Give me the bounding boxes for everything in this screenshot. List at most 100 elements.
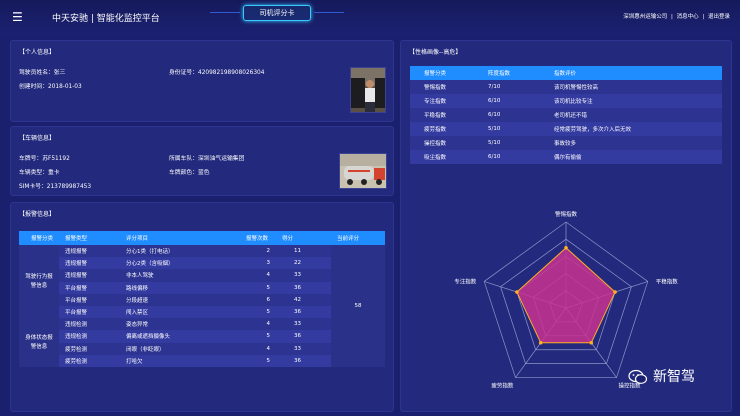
header-category: 报警分类 <box>19 231 59 245</box>
table-row: 疲劳检测 打哈欠 5 36 <box>19 354 385 367</box>
cell-item: 分心2类（含吸烟） <box>120 257 240 270</box>
cell-item: 打哈欠 <box>120 354 240 367</box>
cell-score: 33 <box>276 342 331 355</box>
table-row: 警惕指数 7/10 该司机警惕性较高 <box>410 80 722 94</box>
cell-count: 5 <box>240 330 276 343</box>
alarm-table: 报警分类 报警类型 评分项目 报警次数 得分 当前评分 驾驶行为报警信息 违规报… <box>19 231 385 367</box>
radar-axis-label: 专注指数 <box>454 277 477 285</box>
sim-number: SIM卡号：213789987453 <box>19 184 92 190</box>
table-row: 疲劳指数 5/10 经常疲劳驾驶，多次介入后无效 <box>410 122 722 136</box>
cell-score: 33 <box>276 269 331 282</box>
cell-item: 偏离或遮挡摄像头 <box>120 330 240 343</box>
cell-item: 姿态异常 <box>120 318 240 331</box>
vehicle-info-title: 【车辆信息】 <box>19 135 56 142</box>
group-driving-behavior: 驾驶行为报警信息 <box>19 245 59 319</box>
logout-link[interactable]: 退出登录 <box>707 14 730 20</box>
header-type: 报警类型 <box>59 231 120 245</box>
cell-value: 7/10 <box>474 80 540 94</box>
top-links: 深圳惠州运输公司 | 消息中心 | 退出登录 <box>621 12 730 20</box>
cell-category: 吸尘指数 <box>410 150 474 164</box>
vehicle-info-card: 【车辆信息】 车牌号：苏F51192 所属车队：深圳油气运输集团 车辆类型：重卡… <box>10 126 394 196</box>
cell-score: 42 <box>276 293 331 306</box>
cell-count: 4 <box>240 269 276 282</box>
table-row: 吸尘指数 6/10 偶尔有偷偷 <box>410 150 722 164</box>
radar-point <box>515 290 519 294</box>
cell-category: 警惕指数 <box>410 80 474 94</box>
cell-category: 平稳指数 <box>410 108 474 122</box>
radar-point <box>613 290 617 294</box>
table-row: 专注指数 6/10 该司机比较专注 <box>410 94 722 108</box>
cell-item: 分心1类（打电话） <box>120 245 240 258</box>
cell-count: 5 <box>240 281 276 294</box>
brand-title: 中天安驰 | 智能化监控平台 <box>52 14 160 24</box>
plate-number: 车牌号：苏F51192 <box>19 156 70 162</box>
radar-grid-ring <box>483 221 649 378</box>
separator: | <box>671 14 673 20</box>
wechat-icon <box>628 369 648 385</box>
driver-name: 驾驶员姓名：张三 <box>19 70 66 76</box>
personality-table: 报警分类 阵度指数 指数评价 警惕指数 7/10 该司机警惕性较高 专注指数 6… <box>410 66 722 164</box>
header-current-score: 当前评分 <box>331 231 385 245</box>
cell-item: 闭眼（非眨眼） <box>120 342 240 355</box>
cell-type: 违规报警 <box>59 257 120 270</box>
table-row: 违规报警 分心2类（含吸烟） 3 22 <box>19 257 385 270</box>
cell-count: 3 <box>240 257 276 270</box>
cell-item: 闯入禁区 <box>120 305 240 319</box>
alarm-info-title: 【报警信息】 <box>19 211 56 218</box>
header-decoration-left <box>210 12 240 13</box>
cell-count: 6 <box>240 293 276 306</box>
radar-point <box>538 340 543 345</box>
fleet: 所属车队：深圳油气运输集团 <box>169 156 245 162</box>
cell-type: 疲劳检测 <box>59 342 120 355</box>
table-row: 身体状态报警信息 违规检测 姿态异常 4 33 <box>19 318 385 367</box>
cell-score: 33 <box>276 318 331 331</box>
cell-category: 专注指数 <box>410 94 474 108</box>
cell-count: 5 <box>240 354 276 367</box>
header-evaluation: 指数评价 <box>540 66 722 80</box>
radar-grid-ring <box>500 238 632 365</box>
separator: | <box>702 14 705 20</box>
cell-value: 5/10 <box>474 122 540 136</box>
driver-photo <box>350 67 386 113</box>
plate-color: 车牌颜色：蓝色 <box>169 170 210 176</box>
radar-axis-label: 操控指数 <box>619 382 642 390</box>
table-row: 驾驶行为报警信息 违规报警 分心1类（打电话） 2 11 58 <box>19 245 385 367</box>
cell-type: 疲劳检测 <box>59 354 120 367</box>
cell-evaluation: 老司机还不错 <box>540 108 722 122</box>
cell-category: 疲劳指数 <box>410 122 474 136</box>
radar-point <box>564 246 568 250</box>
table-row: 平台报警 闯入禁区 5 36 <box>19 305 385 319</box>
message-center-link[interactable]: 消息中心 <box>676 14 699 20</box>
table-row: 违规检测 偏离或遮挡摄像头 5 36 <box>19 330 385 343</box>
alarm-table-header: 报警分类 报警类型 评分项目 报警次数 得分 当前评分 <box>19 231 385 245</box>
cell-item: 分段超速 <box>120 293 240 306</box>
cell-score: 36 <box>276 330 331 343</box>
cell-type: 平台报警 <box>59 293 120 306</box>
company-link[interactable]: 深圳惠州运输公司 <box>623 14 668 20</box>
table-row: 疲劳检测 闭眼（非眨眼） 4 33 <box>19 342 385 355</box>
watermark-text: 新智驾 <box>653 369 695 385</box>
cell-category: 操控指数 <box>410 136 474 150</box>
cell-value: 6/10 <box>474 108 540 122</box>
watermark: 新智驾 <box>628 366 695 386</box>
vehicle-photo <box>339 153 387 189</box>
radar-point <box>589 340 594 345</box>
cell-score: 36 <box>276 281 331 294</box>
personality-table-header: 报警分类 阵度指数 指数评价 <box>410 66 722 80</box>
group-body-state: 身体状态报警信息 <box>19 318 59 367</box>
cell-type: 平台报警 <box>59 305 120 319</box>
cell-type: 平台报警 <box>59 281 120 294</box>
table-row: 平台报警 路线偏移 5 36 <box>19 281 385 294</box>
cell-count: 5 <box>240 305 276 319</box>
cell-score: 36 <box>276 305 331 319</box>
tab-driver-scorecard[interactable]: 司机评分卡 <box>243 5 311 21</box>
cell-score: 36 <box>276 354 331 367</box>
personal-info-card: 【个人信息】 驾驶员姓名：张三 身份证号：420982198908026304 … <box>10 40 394 122</box>
radar-data-area <box>516 247 616 344</box>
table-row: 平稳指数 6/10 老司机还不错 <box>410 108 722 122</box>
radar-axis-label: 疲劳指数 <box>491 382 514 390</box>
cell-value: 6/10 <box>474 150 540 164</box>
cell-evaluation: 该司机警惕性较高 <box>540 80 722 94</box>
hamburger-icon[interactable]: ☰ <box>12 10 23 24</box>
